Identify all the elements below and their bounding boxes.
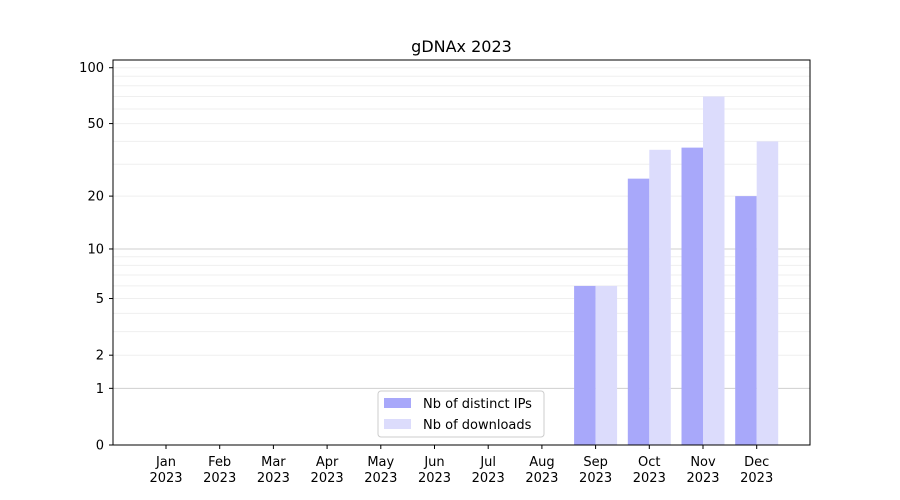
x-tick-label-year: 2023: [633, 471, 666, 486]
legend: Nb of distinct IPs Nb of downloads: [377, 390, 545, 438]
chart-title: gDNAx 2023: [411, 37, 512, 56]
y-axis: 0 1 2 5 10 20 50 100: [79, 61, 113, 454]
x-tick-label-year: 2023: [203, 471, 236, 486]
bar-distinct-ips-dec: [735, 196, 757, 445]
bar-downloads-oct: [649, 149, 671, 445]
x-tick-label-year: 2023: [740, 471, 773, 486]
bar-distinct-ips-sep: [574, 285, 596, 445]
x-tick-label-month: Jul: [479, 455, 496, 470]
bar-distinct-ips-oct: [627, 178, 650, 445]
y-tick-label: 1: [96, 382, 104, 397]
legend-box: [377, 390, 545, 438]
x-tick-label-year: 2023: [149, 471, 182, 486]
x-tick-label-month: Mar: [261, 455, 286, 470]
y-tick-label: 0: [96, 439, 104, 454]
x-tick-label-month: Apr: [316, 455, 339, 470]
y-tick-label: 2: [96, 349, 104, 364]
x-tick-label-year: 2023: [311, 471, 344, 486]
x-tick-label-year: 2023: [525, 471, 558, 486]
x-tick-label-month: Sep: [583, 455, 608, 470]
x-tick-label-year: 2023: [257, 471, 290, 486]
x-tick-label-month: Oct: [638, 455, 660, 470]
x-tick-label-year: 2023: [686, 471, 719, 486]
y-tick-label: 20: [87, 190, 104, 205]
bar-downloads-nov: [703, 96, 725, 445]
legend-label-distinct-ips: Nb of distinct IPs: [423, 397, 532, 412]
bar-downloads-dec: [756, 141, 779, 446]
x-tick-label-month: Nov: [690, 455, 716, 470]
legend-swatch-downloads: [384, 419, 411, 429]
x-tick-label-month: Feb: [208, 455, 231, 470]
y-tick-label: 5: [96, 292, 104, 307]
plot-frame: [112, 59, 811, 446]
legend-label-downloads: Nb of downloads: [423, 418, 532, 433]
x-tick-label-month: May: [367, 455, 394, 470]
bar-distinct-ips-nov: [681, 147, 703, 445]
grid-lines: [113, 67, 810, 389]
x-tick-label-month: Aug: [529, 455, 554, 470]
x-tick-label-year: 2023: [418, 471, 451, 486]
x-tick-label-year: 2023: [579, 471, 612, 486]
y-tick-label: 50: [87, 117, 104, 132]
x-tick-label-month: Jun: [423, 455, 444, 470]
x-tick-label-month: Jan: [155, 455, 176, 470]
y-tick-label: 10: [87, 242, 104, 257]
legend-swatch-distinct-ips: [384, 398, 411, 408]
x-tick-label-month: Dec: [744, 455, 769, 470]
bar-downloads-sep: [595, 285, 618, 445]
x-tick-label-year: 2023: [472, 471, 505, 486]
y-tick-label: 100: [79, 61, 104, 76]
bars: [574, 96, 779, 446]
x-axis: Jan2023Feb2023Mar2023Apr2023May2023Jun20…: [149, 445, 773, 486]
x-tick-label-year: 2023: [364, 471, 397, 486]
